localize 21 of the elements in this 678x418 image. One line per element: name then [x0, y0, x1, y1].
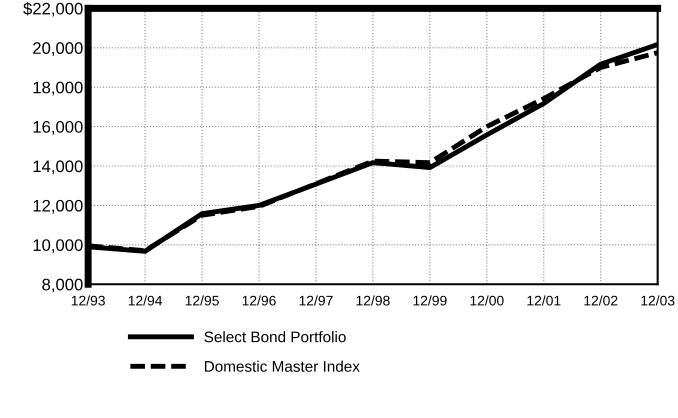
y-tick-label: 14,000 — [34, 160, 83, 174]
x-tick-label: 12/99 — [414, 295, 447, 306]
x-tick-label: 12/96 — [242, 295, 276, 306]
x-tick-label: 12/94 — [128, 295, 162, 306]
y-tick-label: 10,000 — [34, 239, 83, 253]
x-tick-label: 12/97 — [300, 295, 333, 306]
y-tick-label: $22,000 — [23, 2, 83, 17]
x-tick-label: 12/98 — [356, 295, 390, 306]
y-tick-label: 16,000 — [34, 120, 83, 135]
x-tick-label: 12/01 — [527, 295, 560, 306]
legend-label: Select Bond Portfolio — [204, 331, 346, 342]
x-tick-label: 12/03 — [641, 295, 674, 306]
x-tick-label: 12/93 — [72, 295, 105, 306]
y-tick-label: 18,000 — [34, 82, 83, 96]
y-tick-label: 8,000 — [42, 278, 83, 292]
x-tick-label: 12/00 — [470, 295, 504, 306]
legend-label: Domestic Master Index — [204, 360, 360, 372]
y-tick-label: 12,000 — [34, 200, 83, 214]
x-tick-label: 12/02 — [584, 295, 618, 306]
x-tick-label: 12/95 — [186, 295, 219, 306]
y-tick-label: 20,000 — [33, 42, 83, 56]
